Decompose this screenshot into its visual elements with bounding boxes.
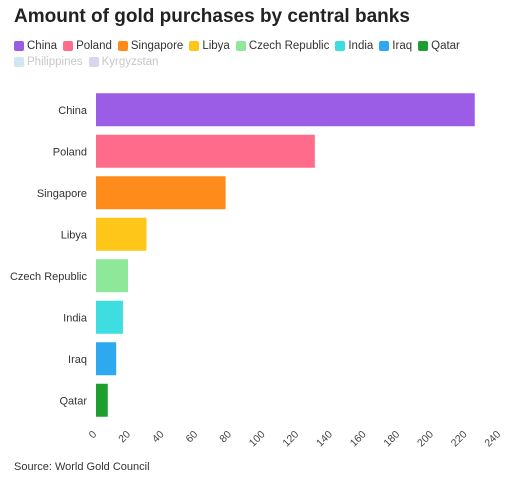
category-label: Poland <box>53 146 87 158</box>
legend-label: Czech Republic <box>248 40 330 52</box>
legend-label: Singapore <box>130 40 184 52</box>
legend-label: Poland <box>76 40 112 52</box>
legend-item[interactable]: China <box>14 39 57 53</box>
legend-item[interactable]: Iraq <box>379 39 412 53</box>
x-tick-label: 80 <box>217 428 234 445</box>
category-label: India <box>63 312 88 324</box>
x-tick-label: 240 <box>482 428 503 449</box>
legend-swatch <box>235 41 246 51</box>
x-tick-label: 100 <box>247 428 268 449</box>
category-label: Iraq <box>68 354 87 366</box>
x-tick-label: 0 <box>87 428 100 441</box>
legend-label: Libya <box>202 40 230 52</box>
bar-czech-republic[interactable] <box>96 259 128 293</box>
legend-item[interactable]: Qatar <box>418 39 460 53</box>
legend-swatch <box>14 41 24 51</box>
bar-poland[interactable] <box>96 134 315 168</box>
legend-item[interactable]: Czech Republic <box>235 39 330 53</box>
legend-swatch <box>189 41 200 51</box>
x-tick-label: 60 <box>184 428 201 445</box>
bar-chart: China Poland Singapore Libya Czech Republic I… <box>10 93 503 449</box>
source-note: Source: World Gold Council <box>14 461 150 473</box>
x-tick-label: 40 <box>150 428 167 445</box>
legend-swatch <box>418 41 429 51</box>
category-label: Libya <box>61 229 88 241</box>
bar-iraq[interactable] <box>96 342 117 376</box>
bar-china[interactable] <box>96 93 475 127</box>
legend-label: Qatar <box>431 40 460 52</box>
legend-item[interactable]: Singapore <box>117 39 184 53</box>
bar-singapore[interactable] <box>96 176 226 210</box>
x-tick-label: 20 <box>116 428 133 445</box>
x-tick-label: 220 <box>449 428 470 449</box>
legend-label: Kyrgyzstan <box>101 56 159 68</box>
legend-item[interactable]: Philippines <box>14 55 83 69</box>
legend-item[interactable]: Poland <box>63 39 112 53</box>
x-tick-label: 160 <box>348 428 369 449</box>
legend-swatch <box>379 41 390 51</box>
chart-legend: China Poland Singapore Libya Czech Republic I… <box>14 39 498 69</box>
legend-item[interactable]: India <box>335 39 373 53</box>
chart-title: Amount of gold purchases by central bank… <box>14 6 410 27</box>
legend-swatch <box>88 57 99 67</box>
x-tick-label: 180 <box>381 428 402 449</box>
legend-swatch <box>14 57 24 67</box>
legend-swatch <box>117 41 128 51</box>
x-tick-label: 200 <box>415 428 436 449</box>
bar-qatar[interactable] <box>96 383 108 417</box>
legend-label: China <box>27 40 58 52</box>
legend-label: Iraq <box>392 40 413 52</box>
x-tick-label: 120 <box>280 428 301 449</box>
legend-item[interactable]: Kyrgyzstan <box>88 55 159 69</box>
category-label: China <box>58 105 88 117</box>
bar-libya[interactable] <box>96 217 147 251</box>
category-label: Czech Republic <box>10 271 88 283</box>
category-label: Singapore <box>37 188 87 200</box>
category-label: Qatar <box>59 395 87 407</box>
x-tick-label: 140 <box>314 428 335 449</box>
legend-swatch <box>335 41 346 51</box>
legend-label: Philippines <box>27 56 83 68</box>
legend-swatch <box>63 41 74 51</box>
legend-label: India <box>348 40 374 52</box>
bar-india[interactable] <box>96 300 123 334</box>
legend-item[interactable]: Libya <box>189 39 230 53</box>
